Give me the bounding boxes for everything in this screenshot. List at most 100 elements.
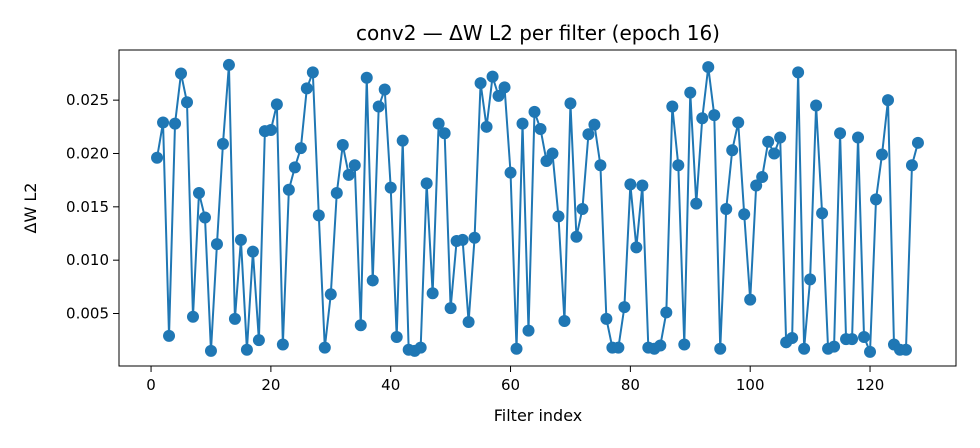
data-point (600, 312, 613, 325)
data-point (528, 105, 541, 118)
data-point (816, 207, 829, 220)
y-tick-label: 0.025 (66, 91, 109, 109)
data-point (348, 159, 361, 172)
data-point (480, 120, 493, 133)
data-point (582, 128, 595, 141)
data-point (360, 71, 373, 84)
data-point (498, 81, 511, 94)
data-point (660, 306, 673, 319)
data-point (420, 177, 433, 190)
data-point (372, 100, 385, 113)
data-point (738, 208, 751, 221)
data-point (756, 170, 769, 183)
data-point (678, 338, 691, 351)
data-point (324, 288, 337, 301)
data-point (792, 66, 805, 79)
data-point (204, 344, 217, 357)
data-point (684, 86, 697, 99)
data-point (666, 100, 679, 113)
data-point (354, 319, 367, 332)
data-point (492, 89, 505, 102)
data-point (378, 83, 391, 96)
data-point (246, 245, 259, 258)
data-point (864, 345, 877, 358)
data-point (468, 231, 481, 244)
data-point (270, 98, 283, 111)
x-tick-label: 20 (261, 376, 280, 394)
data-point (612, 341, 625, 354)
data-point (216, 137, 229, 150)
data-point (696, 112, 709, 125)
data-point (252, 334, 265, 347)
data-point (786, 332, 799, 345)
data-point (306, 66, 319, 79)
data-point (672, 159, 685, 172)
data-point (426, 287, 439, 300)
data-point (732, 116, 745, 129)
data-point (708, 109, 721, 122)
chart-title: conv2 — ΔW L2 per filter (epoch 16) (356, 21, 720, 45)
data-point (570, 230, 583, 243)
data-point (240, 343, 253, 356)
data-point (169, 117, 182, 130)
data-point (318, 341, 331, 354)
data-point (852, 131, 865, 144)
data-point (744, 293, 757, 306)
data-point (828, 340, 841, 353)
data-point (768, 147, 781, 160)
data-point (858, 330, 871, 343)
x-axis-ticks: 0 20 40 60 80 100 120 (146, 366, 884, 394)
data-point (462, 316, 475, 329)
x-tick-label: 40 (381, 376, 400, 394)
data-point (636, 179, 649, 192)
data-point (228, 312, 241, 325)
data-point (654, 339, 667, 352)
data-point (594, 159, 607, 172)
data-point (192, 186, 205, 199)
data-point (911, 136, 924, 149)
data-point (300, 82, 313, 95)
data-point (881, 94, 894, 107)
data-point (726, 144, 739, 157)
data-point (157, 116, 170, 129)
data-point (456, 233, 469, 246)
data-point (552, 210, 565, 223)
data-point (522, 324, 535, 337)
data-point (390, 330, 403, 343)
data-point (876, 148, 889, 161)
data-point (804, 273, 817, 286)
data-point (264, 124, 277, 137)
axes-frame (118, 49, 957, 367)
data-point (798, 342, 811, 355)
data-point (276, 338, 289, 351)
series-markers (151, 58, 924, 358)
data-point (181, 96, 194, 109)
data-point (312, 209, 325, 222)
data-point (690, 197, 703, 210)
plot-area (151, 58, 924, 358)
x-tick-label: 100 (736, 376, 765, 394)
data-point (516, 117, 529, 130)
data-point (222, 58, 235, 71)
x-axis-label: Filter index (494, 406, 582, 425)
data-point (810, 99, 823, 112)
y-tick-label: 0.020 (66, 144, 109, 162)
data-point (762, 135, 775, 148)
data-point (151, 151, 164, 164)
x-tick-label: 120 (856, 376, 885, 394)
data-point (510, 342, 523, 355)
data-point (774, 131, 787, 144)
data-point (282, 183, 295, 196)
data-point (870, 193, 883, 206)
data-point (546, 147, 559, 160)
data-point (846, 333, 859, 346)
y-tick-label: 0.015 (66, 198, 109, 216)
data-point (558, 314, 571, 327)
data-point (336, 138, 349, 151)
y-axis-ticks: 0.005 0.010 0.015 0.020 0.025 (66, 91, 119, 323)
data-point (366, 274, 379, 287)
data-point (210, 238, 223, 251)
data-point (384, 181, 397, 194)
data-point (175, 67, 188, 80)
